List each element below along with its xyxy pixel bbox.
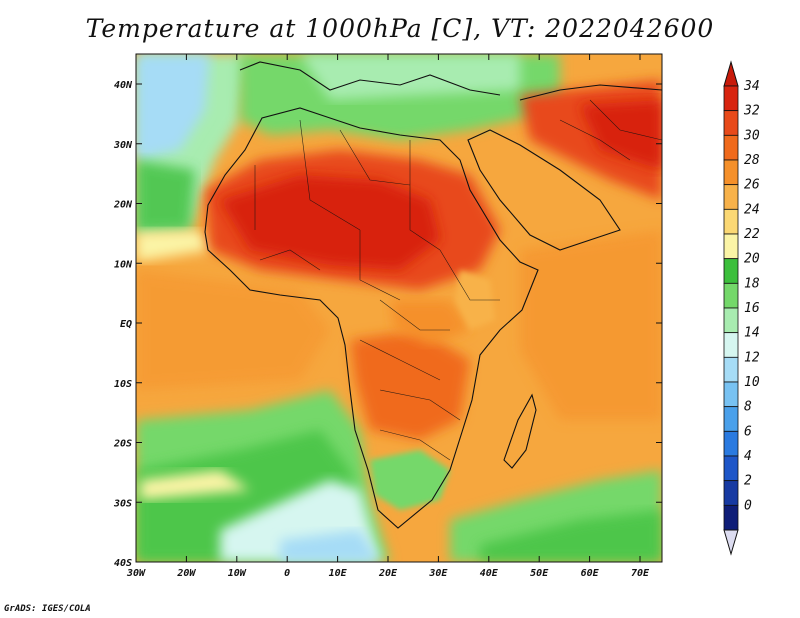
- lon-tick-label: 50E: [530, 568, 549, 579]
- colorbar-over-triangle: [723, 60, 739, 87]
- colorbar-label: 18: [744, 276, 760, 291]
- lon-tick-label: 70E: [631, 568, 650, 579]
- lon-tick-label: 10W: [228, 568, 247, 579]
- lon-tick-label: 60E: [581, 568, 600, 579]
- colorbar-label: 0: [744, 498, 752, 513]
- colorbar-swatch: [723, 430, 739, 457]
- colorbar-swatch: [723, 356, 739, 383]
- colorbar-label: 12: [744, 350, 760, 365]
- temperature-field: [136, 54, 662, 562]
- colorbar-swatch: [723, 85, 739, 112]
- colorbar-swatch: [723, 208, 739, 235]
- lon-tick-label: 10E: [329, 568, 348, 579]
- longitude-axis: 30W 20W 10W 0 10E 20E 30E 40E 50E 60E 70E: [126, 54, 650, 579]
- lon-tick-label: 30W: [126, 568, 146, 579]
- lon-tick-label: 20W: [176, 568, 196, 579]
- lat-tick-label: 10S: [114, 379, 132, 390]
- lon-tick-label: 20E: [378, 568, 398, 579]
- colorbar-label: 20: [744, 252, 760, 267]
- country-borders: [254, 99, 662, 461]
- colorbar-swatch: [723, 134, 739, 161]
- colorbar-under-triangle: [723, 529, 739, 556]
- lat-tick-label: 40S: [114, 558, 132, 569]
- lat-tick-label: EQ: [120, 319, 132, 330]
- colorbar-label: 8: [744, 400, 752, 415]
- lat-tick-label: 30S: [113, 498, 132, 509]
- colorbar-label: 30: [743, 128, 760, 143]
- latitude-axis: 40N 30N 20N 10N EQ 10S 20S 30S 40S: [113, 80, 662, 569]
- colorbar-label: 14: [744, 326, 760, 341]
- colorbar-label: 28: [744, 153, 760, 168]
- colorbar-swatch: [723, 455, 739, 482]
- colorbar-swatch: [723, 233, 739, 260]
- plot-frame: [135, 53, 663, 563]
- colorbar-label: 16: [744, 301, 760, 316]
- colorbar-label: 10: [744, 375, 760, 390]
- colorbar-label: 32: [743, 104, 760, 119]
- lon-tick-label: 30E: [428, 568, 448, 579]
- colorbar-swatch: [723, 406, 739, 432]
- colorbar-label: 26: [744, 178, 760, 193]
- colorbar-swatch: [723, 307, 739, 334]
- lat-tick-label: 20N: [113, 200, 133, 211]
- footer-credit: GrADS: IGES/COLA: [4, 604, 91, 614]
- colorbar-swatch: [723, 159, 739, 186]
- lon-tick-label: 40E: [480, 568, 499, 579]
- colorbar-swatch: [723, 282, 739, 309]
- colorbar-label: 4: [744, 449, 752, 464]
- map-title: Temperature at 1000hPa [C], VT: 20220426…: [85, 14, 715, 43]
- colorbar-label: 6: [744, 424, 752, 439]
- lat-tick-label: 10N: [114, 259, 133, 270]
- lon-tick-label: 0: [284, 568, 290, 579]
- colorbar-swatch: [723, 258, 739, 284]
- lat-tick-label: 20S: [113, 439, 132, 450]
- colorbar-swatch: [723, 332, 739, 358]
- colorbar-swatch: [723, 480, 739, 506]
- colorbar-label: 22: [744, 227, 760, 242]
- colorbar-label: 34: [743, 79, 760, 94]
- lat-tick-label: 30N: [113, 140, 133, 151]
- colorbar-swatch: [723, 381, 739, 408]
- colorbar-swatch: [723, 504, 739, 531]
- colorbar-swatch: [723, 110, 739, 136]
- colorbar-label: 24: [744, 202, 760, 217]
- coastlines: [204, 61, 662, 529]
- lat-tick-label: 40N: [114, 80, 133, 91]
- colorbar-swatch: [723, 184, 739, 210]
- colorbar-label: 2: [744, 474, 752, 489]
